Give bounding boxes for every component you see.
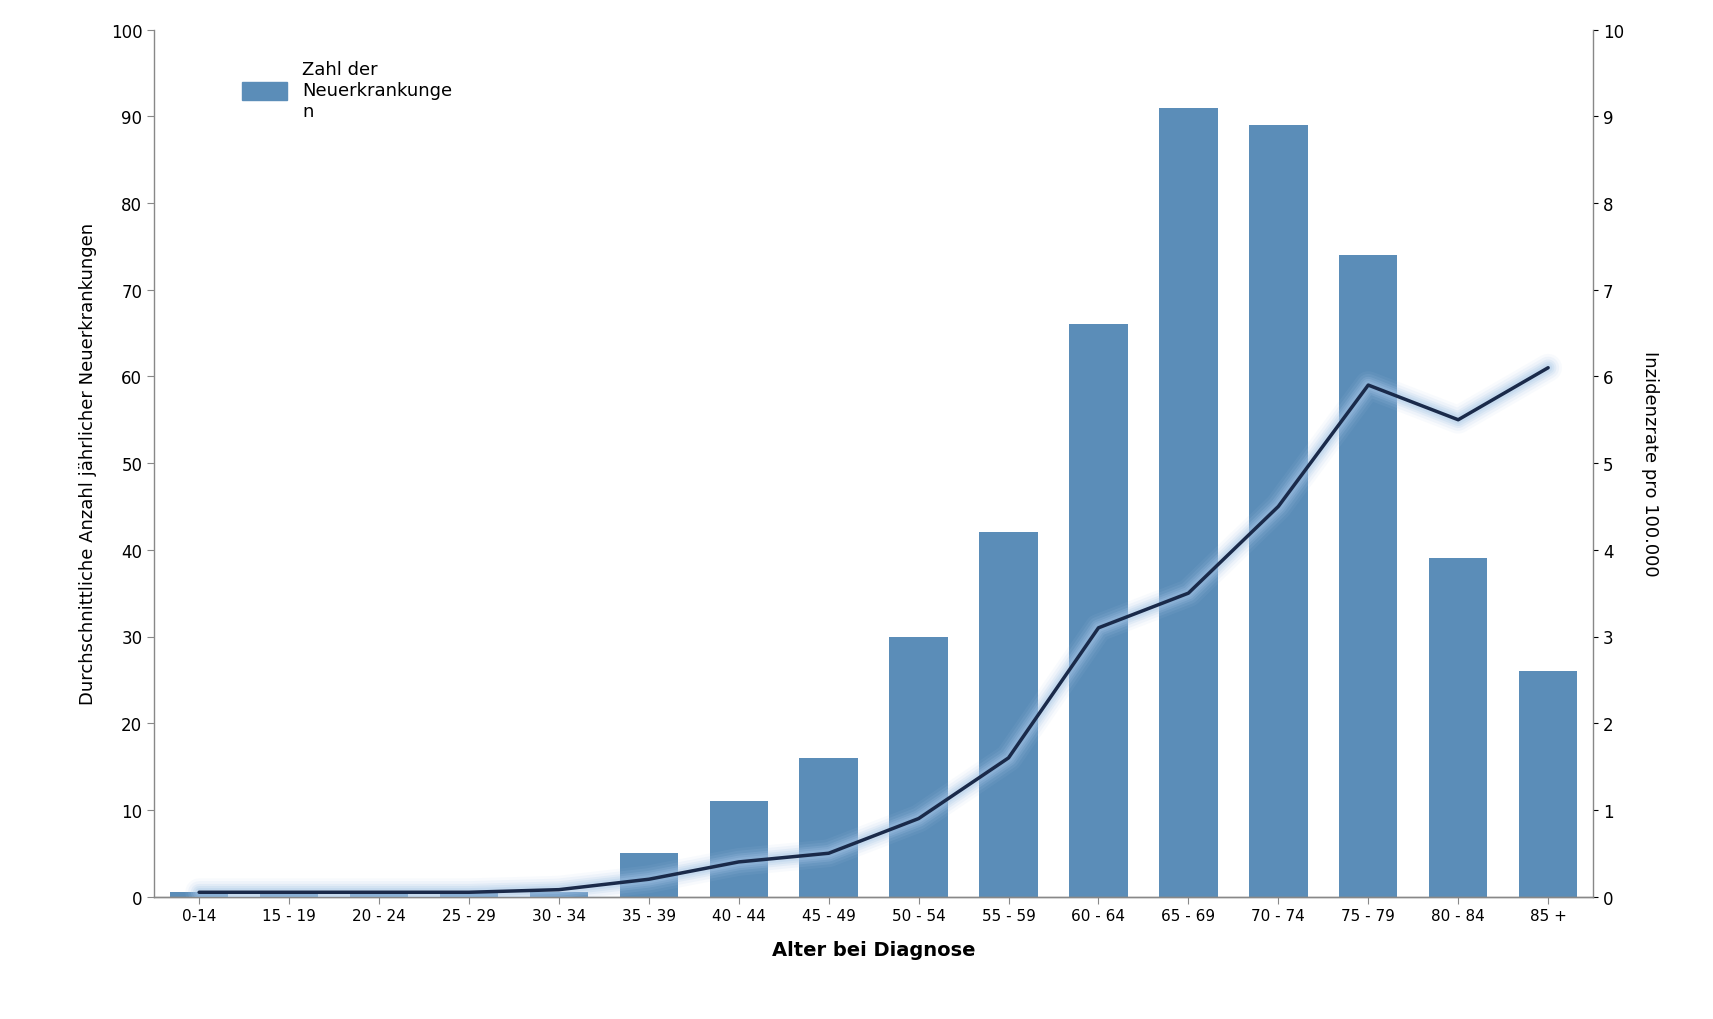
Bar [980, 533, 1038, 897]
Bar [1519, 672, 1578, 897]
Bar [1429, 558, 1487, 897]
Bar [1069, 325, 1127, 897]
X-axis label: Alter bei Diagnose: Alter bei Diagnose [773, 941, 975, 959]
Bar [529, 893, 588, 897]
Bar [1340, 256, 1398, 897]
Legend: Zahl der
Neuerkrankunge
n: Zahl der Neuerkrankunge n [242, 61, 452, 121]
Bar [889, 637, 947, 897]
Bar [800, 758, 858, 897]
Bar [1160, 108, 1218, 897]
Bar [349, 893, 408, 897]
Bar [709, 801, 767, 897]
Bar [1249, 125, 1307, 897]
Bar [620, 854, 678, 897]
Bar [170, 893, 228, 897]
Y-axis label: Durchschnittliche Anzahl jährlicher Neuerkrankungen: Durchschnittliche Anzahl jährlicher Neue… [79, 223, 98, 704]
Bar [440, 893, 498, 897]
Y-axis label: Inzidenzrate pro 100.000: Inzidenzrate pro 100.000 [1641, 351, 1658, 577]
Bar [260, 893, 319, 897]
